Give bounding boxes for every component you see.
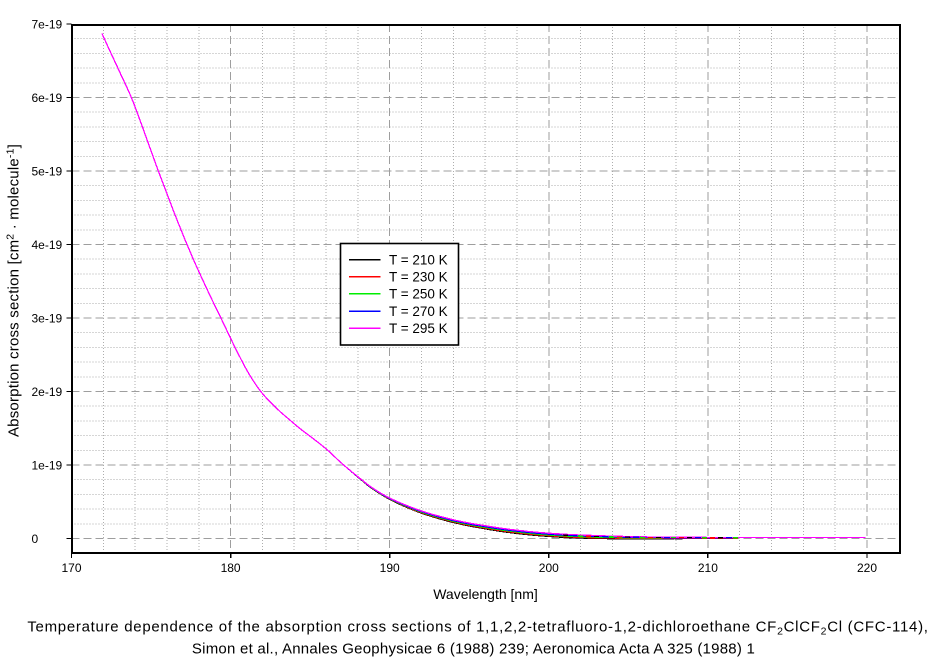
- svg-text:T = 250 K: T = 250 K: [389, 287, 448, 302]
- svg-text:Temperature dependence of the: Temperature dependence of the absorption…: [27, 619, 928, 638]
- svg-text:5e-19: 5e-19: [32, 165, 63, 179]
- svg-text:T = 210 K: T = 210 K: [389, 252, 448, 267]
- svg-text:1e-19: 1e-19: [32, 459, 63, 473]
- svg-text:Absorption cross section [cm2: Absorption cross section [cm2 · molecule…: [5, 144, 23, 437]
- svg-text:170: 170: [61, 561, 81, 575]
- svg-text:190: 190: [380, 561, 400, 575]
- svg-text:220: 220: [857, 561, 877, 575]
- svg-text:6e-19: 6e-19: [32, 91, 63, 105]
- svg-text:2e-19: 2e-19: [32, 385, 63, 399]
- svg-text:180: 180: [221, 561, 241, 575]
- svg-text:T = 230 K: T = 230 K: [389, 270, 448, 285]
- svg-text:0: 0: [32, 532, 39, 546]
- svg-text:210: 210: [698, 561, 718, 575]
- svg-text:Simon et al., Annales Geophysi: Simon et al., Annales Geophysicae 6 (198…: [192, 641, 755, 658]
- svg-text:Wavelength [nm]: Wavelength [nm]: [433, 586, 538, 602]
- svg-text:4e-19: 4e-19: [32, 238, 63, 252]
- svg-text:T = 295 K: T = 295 K: [389, 321, 448, 336]
- svg-text:T = 270 K: T = 270 K: [389, 304, 448, 319]
- svg-text:7e-19: 7e-19: [32, 18, 63, 32]
- svg-text:200: 200: [539, 561, 559, 575]
- svg-text:3e-19: 3e-19: [32, 312, 63, 326]
